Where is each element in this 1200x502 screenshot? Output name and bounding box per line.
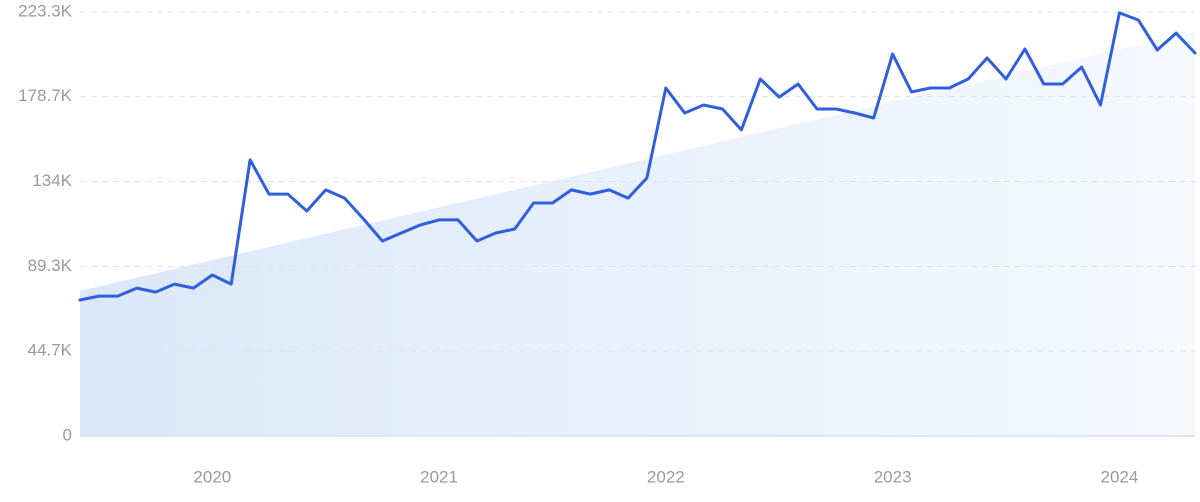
data-line [78,11,1197,302]
x-tick-label: 2023 [874,467,912,486]
x-tick-label: 2020 [193,467,231,486]
trend-area [80,31,1195,436]
y-tick-label: 134K [32,171,72,190]
x-tick-label: 2024 [1100,467,1138,486]
y-tick-label: 89.3K [28,256,73,275]
x-tick-label: 2021 [420,467,458,486]
y-tick-label: 223.3K [18,1,73,20]
y-tick-label: 178.7K [18,86,73,105]
x-tick-label: 2022 [647,467,685,486]
y-tick-label: 44.7K [28,341,73,360]
y-tick-label: 0 [63,425,72,444]
